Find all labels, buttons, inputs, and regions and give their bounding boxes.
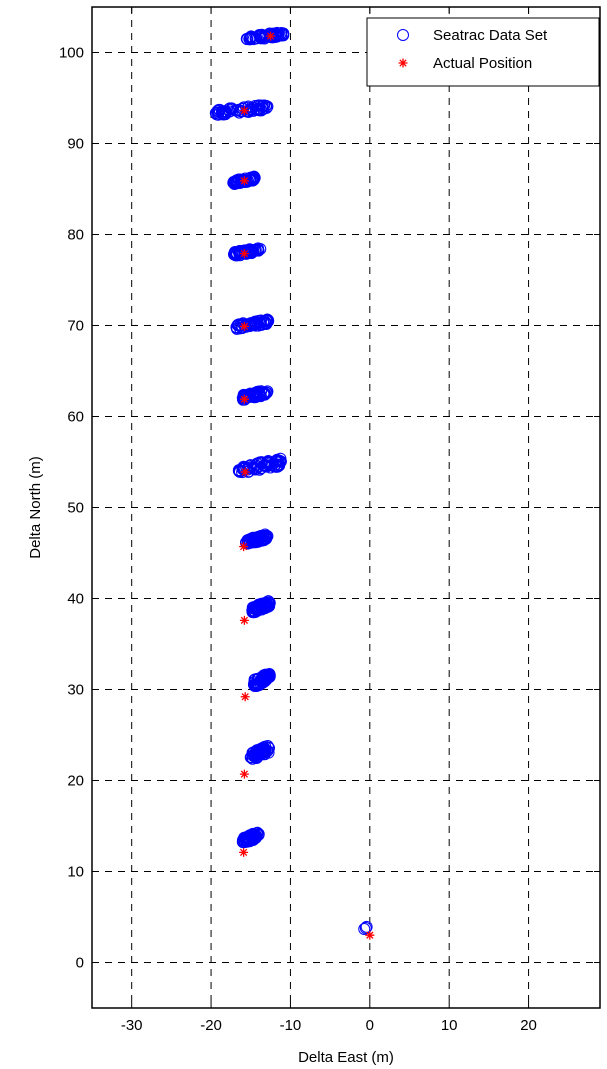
seatrac-point <box>358 923 371 936</box>
actual-position-point <box>239 394 249 404</box>
seatrac-point <box>244 459 257 472</box>
actual-position-point <box>239 106 249 116</box>
y-tick-label: 10 <box>67 864 84 881</box>
seatrac-point <box>244 32 257 45</box>
actual-position-point <box>240 692 250 702</box>
x-tick-label: -20 <box>200 1017 222 1034</box>
seatrac-point <box>242 243 255 256</box>
legend-label-actual: Actual Position <box>433 55 532 72</box>
seatrac-point <box>211 106 224 119</box>
y-tick-label: 90 <box>67 136 84 153</box>
y-tick-label: 70 <box>67 318 84 335</box>
actual-position-point <box>239 769 249 779</box>
axis-ticks: -30 -20 -10 0 10 20 0 10 20 30 40 50 60 70 80 90 100 <box>59 7 600 1034</box>
legend: Seatrac Data Set Actual Position <box>366 17 600 87</box>
actual-position-point <box>239 615 249 625</box>
seatrac-point <box>260 99 273 112</box>
actual-position-point <box>239 847 249 857</box>
seatrac-point <box>250 746 263 759</box>
seatrac-point <box>247 536 260 549</box>
seatrac-point <box>271 454 284 467</box>
seatrac-point <box>249 459 262 472</box>
legend-circle-icon <box>397 29 409 41</box>
x-tick-label: -10 <box>280 1017 302 1034</box>
seatrac-point <box>241 389 254 402</box>
x-tick-label: 20 <box>520 1017 537 1034</box>
y-tick-label: 40 <box>67 591 84 608</box>
seatrac-point <box>245 246 258 259</box>
seatrac-point <box>243 832 256 845</box>
seatrac-point <box>250 532 263 545</box>
y-tick-label: 50 <box>67 500 84 517</box>
seatrac-point <box>254 677 267 690</box>
seatrac-point <box>253 385 266 398</box>
seatrac-point <box>260 669 273 682</box>
y-axis-label: Delta North (m) <box>27 456 44 559</box>
seatrac-point <box>215 105 228 118</box>
seatrac-point <box>210 108 223 121</box>
legend-star-icon <box>398 58 408 68</box>
seatrac-point <box>236 836 249 849</box>
seatrac-point <box>247 245 260 258</box>
actual-position-point <box>239 542 249 552</box>
grid-lines <box>92 7 600 1008</box>
seatrac-point <box>250 32 263 45</box>
seatrac-point <box>256 742 269 755</box>
x-tick-label: 10 <box>441 1017 458 1034</box>
seatrac-point <box>263 598 276 611</box>
seatrac-point <box>258 599 271 612</box>
seatrac-point <box>248 318 261 331</box>
actual-position-point <box>365 930 375 940</box>
x-tick-label: -30 <box>121 1017 143 1034</box>
seatrac-point <box>255 461 268 474</box>
seatrac-point <box>253 677 266 690</box>
seatrac-point <box>359 921 372 934</box>
legend-marker-seatrac <box>397 29 409 41</box>
seatrac-point <box>240 390 253 403</box>
seatrac-point <box>246 388 259 401</box>
seatrac-point <box>275 27 288 40</box>
y-tick-label: 0 <box>76 955 84 972</box>
x-axis-label: Delta East (m) <box>298 1049 394 1066</box>
x-tick-label: 0 <box>366 1017 374 1034</box>
seatrac-point <box>245 103 258 116</box>
actual-position-point <box>239 176 249 186</box>
legend-label-seatrac: Seatrac Data Set <box>433 27 548 44</box>
seatrac-point <box>269 455 282 468</box>
legend-box <box>366 17 600 87</box>
seatrac-point <box>255 745 268 758</box>
y-tick-label: 80 <box>67 227 84 244</box>
seatrac-point <box>260 386 273 399</box>
y-tick-label: 30 <box>67 682 84 699</box>
seatrac-point <box>248 828 261 841</box>
seatrac-point <box>260 529 273 542</box>
seatrac-point <box>237 174 250 187</box>
seatrac-point <box>259 744 272 757</box>
actual-position-point <box>240 467 250 477</box>
seatrac-point <box>270 460 283 473</box>
data-markers <box>209 26 375 940</box>
y-tick-label: 20 <box>67 773 84 790</box>
legend-marker-actual <box>398 58 408 68</box>
y-tick-label: 60 <box>67 409 84 426</box>
actual-position-point <box>266 31 276 41</box>
y-tick-label: 100 <box>59 45 84 62</box>
actual-position-point <box>239 321 249 331</box>
seatrac-point <box>249 463 262 476</box>
actual-position-point <box>239 249 249 259</box>
